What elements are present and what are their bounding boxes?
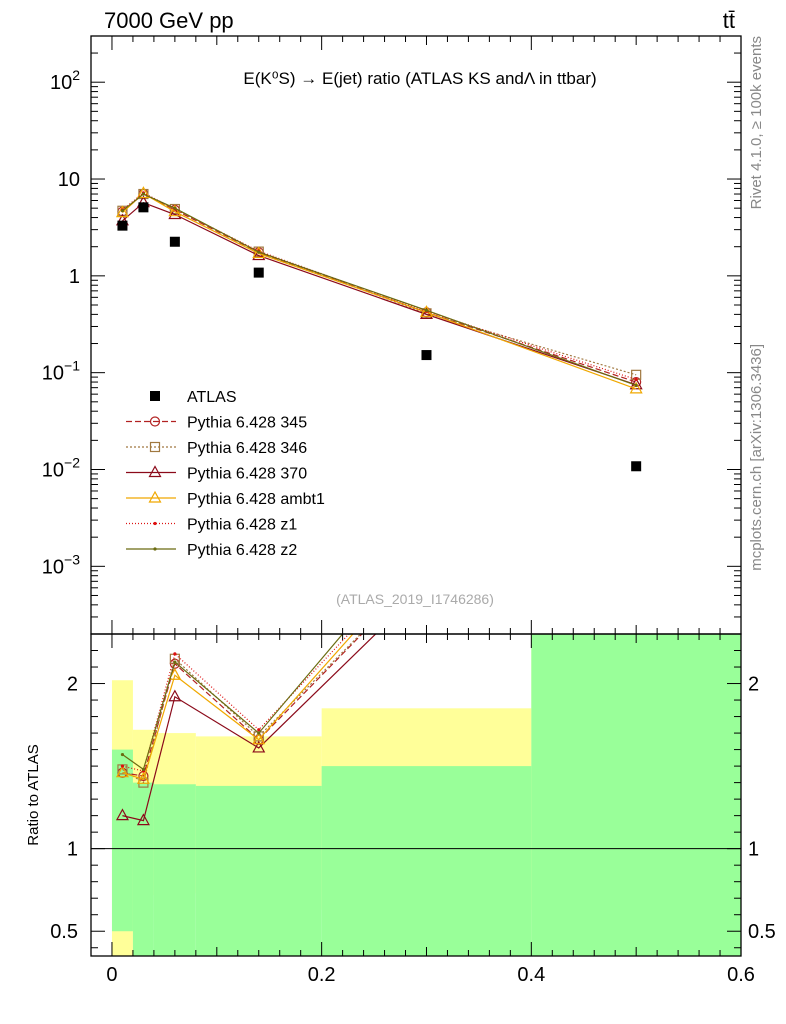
ratio-marker: [120, 764, 125, 768]
legend-label: Pythia 6.428 ambt1: [187, 491, 325, 508]
main-ytick-label: 10−1: [42, 358, 80, 385]
ratio-marker: [120, 752, 125, 757]
atlas-data-point: [117, 220, 128, 231]
ratio-ytick-label-left: 2: [67, 674, 78, 696]
ratio-frame: [90, 633, 742, 957]
atlas-data-point: [253, 267, 264, 278]
legend-marker: [153, 521, 157, 526]
ratio-ytick-label-right: 2: [748, 674, 759, 696]
ratio-ytick-label-right: 1: [748, 839, 759, 861]
green-band: [132, 782, 154, 956]
green-band: [195, 785, 322, 956]
legend-marker: [153, 547, 157, 551]
green-band: [153, 784, 196, 956]
chart-title: E(K⁰S) → E(jet) ratio (ATLAS KS andΛ in …: [243, 69, 596, 88]
ratio-marker: [136, 772, 150, 784]
xtick-label: 0: [106, 964, 117, 986]
analysis-label: (ATLAS_2019_I1746286): [336, 591, 494, 607]
series-marker: [257, 250, 261, 254]
legend-marker: [148, 490, 162, 503]
ratio-marker: [115, 808, 129, 821]
ratio-ytick-label-left: 1: [67, 839, 78, 861]
series-marker: [120, 209, 125, 213]
legend-atlas-label: ATLAS: [187, 389, 237, 406]
ratio-line: [122, 634, 354, 781]
series-marker: [136, 186, 150, 199]
series-marker: [173, 206, 177, 210]
main-ytick-label: 102: [50, 67, 80, 94]
ratio-ytick-label-left: 0.5: [50, 921, 78, 943]
ratio-marker: [136, 813, 150, 826]
series-marker: [138, 188, 149, 200]
legend-atlas-marker: [150, 391, 160, 401]
ratio-line: [122, 634, 363, 777]
ratio-marker: [252, 732, 266, 745]
legend-label: Pythia 6.428 370: [187, 466, 307, 483]
ratio-ylabel: Ratio to ATLAS: [25, 744, 42, 845]
green-band: [531, 634, 741, 956]
legend-label: Pythia 6.428 346: [187, 440, 307, 457]
ratio-series-group: [115, 634, 377, 826]
series-line: [122, 193, 637, 386]
mcplots-label: mcplots.cern.ch [arXiv:1306.3436]: [748, 344, 765, 571]
main-ytick-label: 10−3: [42, 551, 80, 578]
series-line: [122, 193, 637, 383]
ratio-marker: [173, 652, 177, 656]
ratio-marker: [115, 765, 129, 778]
atlas-data-point: [169, 236, 180, 247]
ratio-marker: [252, 740, 266, 753]
legend-label: Pythia 6.428 z1: [187, 517, 297, 534]
legend-label: Pythia 6.428 345: [187, 415, 307, 432]
series-marker: [141, 192, 146, 196]
series-marker: [168, 204, 182, 217]
series-marker: [424, 308, 429, 312]
atlas-data-point: [631, 461, 642, 472]
ratio-line: [122, 634, 344, 771]
main-ytick-label: 1: [69, 266, 80, 288]
series-marker: [115, 205, 129, 218]
legend-label: Pythia 6.428 z2: [187, 542, 297, 559]
main-ytick-label: 10: [58, 169, 80, 191]
xtick-label: 0.4: [517, 964, 545, 986]
atlas-data-point: [421, 350, 432, 361]
atlas-data-point: [138, 202, 149, 213]
ratio-marker: [257, 728, 261, 732]
green-band: [321, 766, 532, 956]
series-marker: [634, 383, 638, 387]
legend-marker: [149, 416, 161, 427]
legend-marker: [148, 465, 162, 478]
green-band: [111, 749, 133, 932]
xtick-label: 0.6: [727, 964, 755, 986]
ratio-marker: [173, 660, 177, 664]
main-ytick-label: 10−2: [42, 454, 80, 481]
ratio-ytick-label-right: 0.5: [748, 921, 776, 943]
ratio-marker: [141, 767, 146, 772]
rivet-version-label: Rivet 4.1.0, ≥ 100k events: [748, 36, 765, 209]
ratio-marker: [257, 731, 261, 735]
series-marker: [634, 377, 638, 382]
energy-label: 7000 GeV pp: [104, 8, 234, 33]
xtick-label: 0.2: [308, 964, 336, 986]
ratio-marker: [168, 668, 182, 680]
process-label: tt̄: [723, 8, 735, 33]
ratio-marker: [168, 689, 182, 702]
series-marker: [629, 381, 643, 394]
legend-marker: [149, 441, 161, 453]
